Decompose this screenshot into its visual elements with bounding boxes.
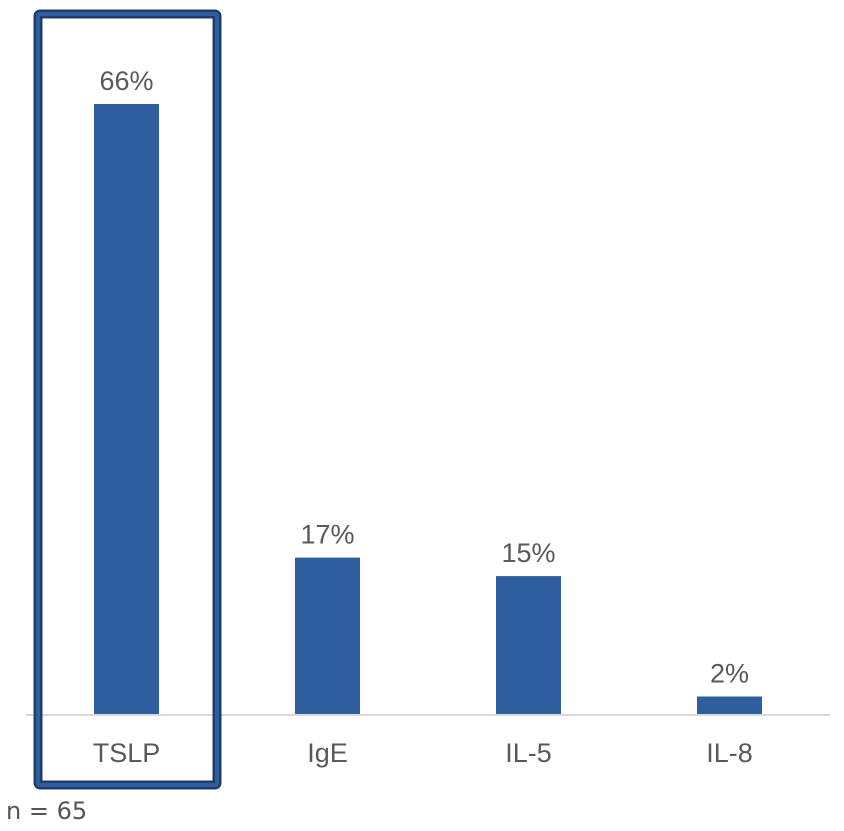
value-label-il-5: 15% [501,538,555,568]
category-label-ige: IgE [307,738,348,768]
bar-ige [295,557,360,715]
value-labels-group: 66% 17% 15% 2% [99,66,749,689]
bars-group [94,104,762,715]
category-label-il-8: IL-8 [706,738,753,768]
sample-size-note: n = 65 [6,797,88,825]
value-label-tslp: 66% [99,66,153,96]
bar-il-8 [697,696,762,715]
value-label-il-8: 2% [710,659,749,689]
highlight-frame-inner-tslp [36,12,219,787]
bar-il-5 [496,576,561,715]
category-label-il-5: IL-5 [505,738,552,768]
bar-tslp [94,104,159,715]
highlight-frame-group [33,9,222,790]
category-label-tslp: TSLP [93,738,161,768]
category-labels-group: TSLP IgE IL-5 IL-8 [93,738,753,768]
value-label-ige: 17% [300,520,354,550]
